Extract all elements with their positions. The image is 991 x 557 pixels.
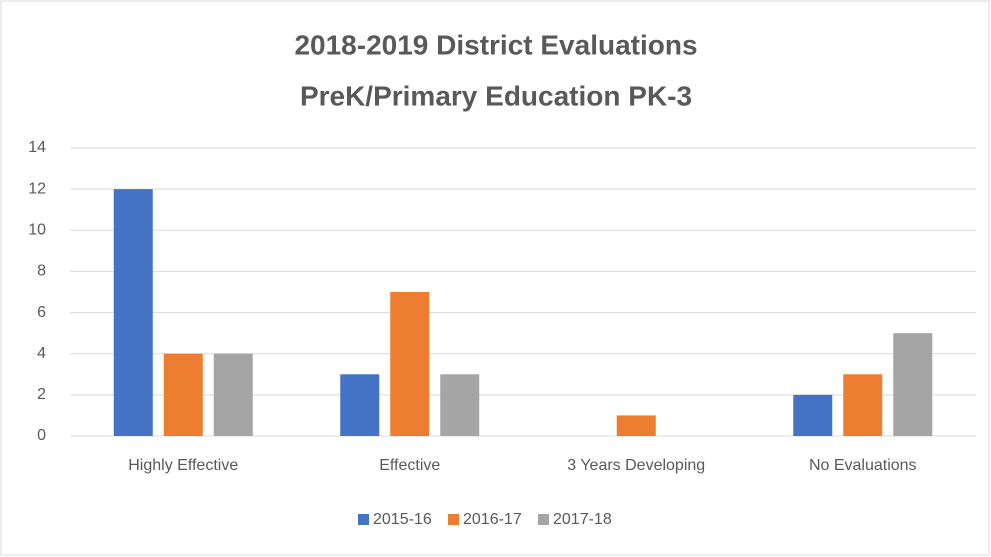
- legend-swatch: [358, 514, 369, 525]
- bar: [340, 374, 380, 436]
- bar: [390, 292, 430, 436]
- chart-title: 2018-2019 District Evaluations: [294, 29, 697, 60]
- bar: [440, 374, 480, 436]
- bar: [163, 353, 203, 436]
- legend-label: 2015-16: [373, 511, 432, 528]
- x-tick-label: 3 Years Developing: [567, 457, 705, 474]
- bar: [843, 374, 883, 436]
- y-tick-label: 8: [37, 263, 46, 280]
- y-tick-label: 6: [37, 304, 46, 321]
- y-tick-label: 10: [28, 222, 46, 239]
- x-tick-label: Highly Effective: [128, 457, 238, 474]
- bar: [893, 333, 933, 436]
- x-tick-label: No Evaluations: [809, 457, 917, 474]
- y-tick-label: 4: [37, 345, 46, 362]
- legend-label: 2017-18: [553, 511, 612, 528]
- x-tick-label: Effective: [379, 457, 440, 474]
- legend-label: 2016-17: [463, 511, 522, 528]
- legend-swatch: [538, 514, 549, 525]
- y-tick-label: 14: [28, 139, 46, 156]
- bar: [793, 394, 833, 436]
- y-tick-label: 0: [37, 427, 46, 444]
- bar: [113, 189, 153, 436]
- bar: [616, 415, 656, 436]
- chart-subtitle: PreK/Primary Education PK-3: [300, 80, 692, 111]
- legend-swatch: [448, 514, 459, 525]
- y-tick-label: 12: [28, 180, 46, 197]
- y-tick-label: 2: [37, 386, 46, 403]
- bar: [213, 353, 253, 436]
